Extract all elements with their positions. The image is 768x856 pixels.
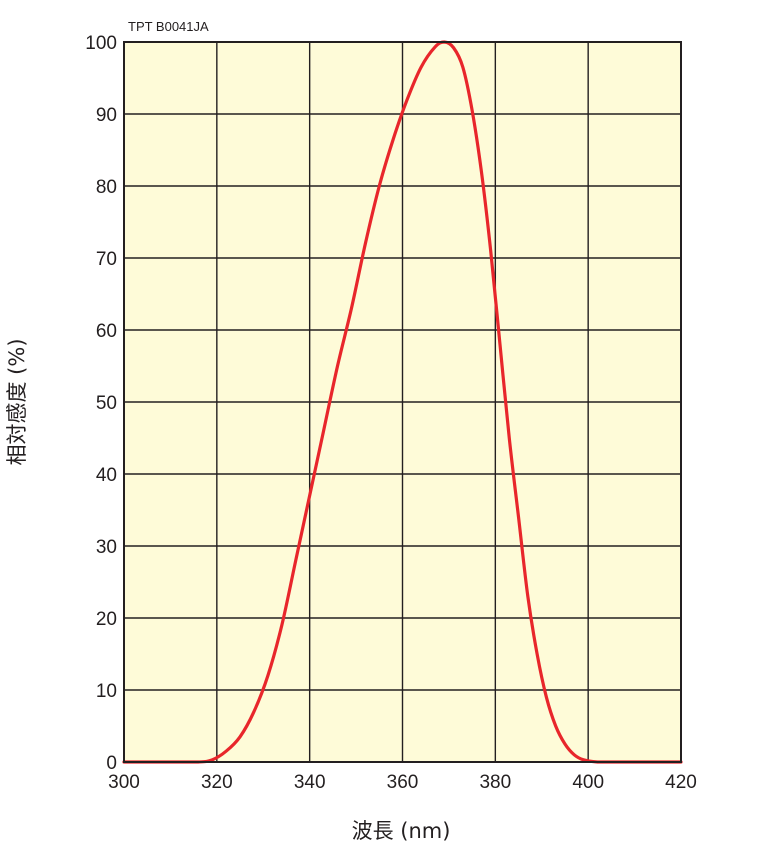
plot-border xyxy=(123,41,682,763)
x-tick-label-320: 320 xyxy=(201,772,233,793)
y-tick-label-100: 100 xyxy=(85,33,117,54)
x-tick-label-300: 300 xyxy=(108,772,140,793)
x-tick-label-420: 420 xyxy=(665,772,697,793)
y-tick-label-70: 70 xyxy=(96,249,117,270)
x-tick-label-360: 360 xyxy=(387,772,419,793)
y-tick-label-0: 0 xyxy=(106,753,117,774)
y-axis-label: 相対感度 (%) xyxy=(5,338,29,465)
y-tick-label-50: 50 xyxy=(96,393,117,414)
x-tick-label-340: 340 xyxy=(294,772,326,793)
y-tick-label-40: 40 xyxy=(96,465,117,486)
x-axis-label: 波長 (nm) xyxy=(352,819,451,843)
x-tick-label-400: 400 xyxy=(572,772,604,793)
y-tick-label-10: 10 xyxy=(96,681,117,702)
x-axis-ticks: 300 320 340 360 380 400 420 xyxy=(108,772,697,793)
y-tick-label-80: 80 xyxy=(96,177,117,198)
x-tick-label-380: 380 xyxy=(479,772,511,793)
y-axis-ticks: 0 10 20 30 40 50 60 70 80 90 100 xyxy=(85,33,117,774)
chart-code-label: TPT B0041JA xyxy=(128,19,209,34)
y-tick-label-90: 90 xyxy=(96,105,117,126)
y-tick-label-60: 60 xyxy=(96,321,117,342)
y-tick-label-20: 20 xyxy=(96,609,117,630)
y-tick-label-30: 30 xyxy=(96,537,117,558)
